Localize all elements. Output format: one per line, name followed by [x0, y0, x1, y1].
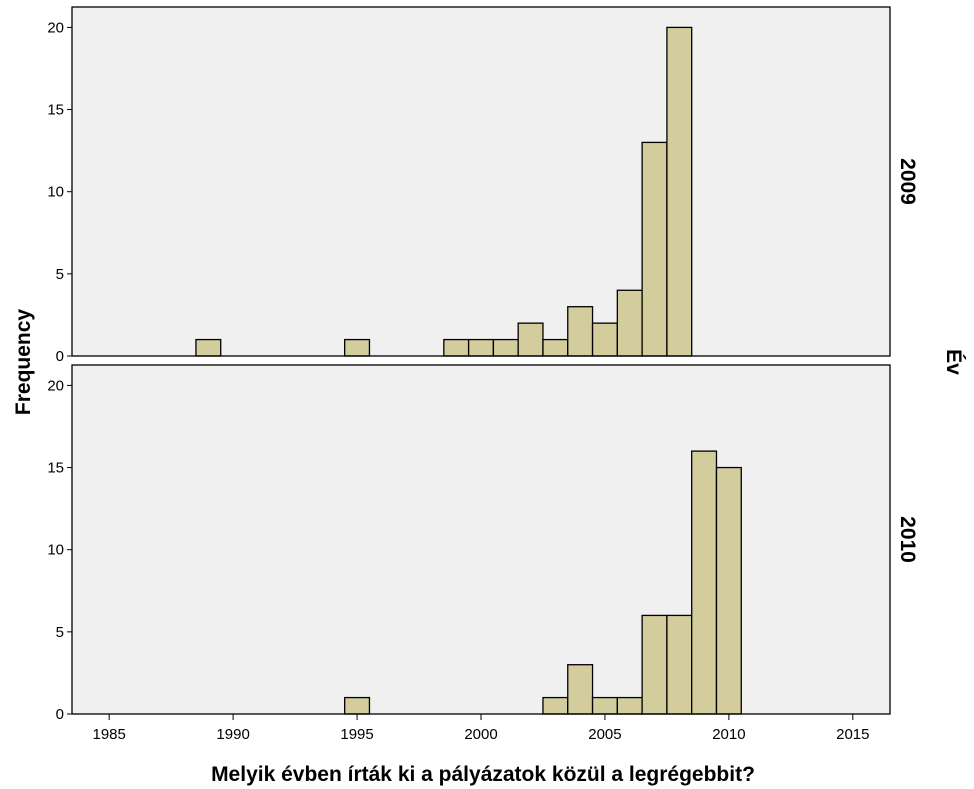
- x-tick-label: 1990: [216, 726, 249, 743]
- histogram-bar: [666, 614, 693, 715]
- x-tick-label: 2005: [588, 726, 621, 743]
- histogram-bar: [517, 322, 544, 357]
- x-tick-label: 2010: [712, 726, 745, 743]
- panel-frame: [71, 6, 891, 357]
- x-tick-label: 2015: [836, 726, 869, 743]
- y-tick-label: 15: [47, 460, 64, 477]
- histogram-bar: [542, 338, 569, 357]
- histogram-bar: [616, 289, 643, 357]
- facet-variable-title: Év: [942, 349, 965, 375]
- histogram-bar: [567, 306, 594, 357]
- histogram-bar: [641, 614, 668, 715]
- histogram-bar: [641, 141, 668, 357]
- histogram-bar: [616, 696, 643, 715]
- y-tick-label: 0: [56, 348, 64, 365]
- histogram-bar: [467, 338, 495, 357]
- y-tick-label: 5: [56, 624, 64, 641]
- histogram-bar: [344, 338, 371, 357]
- x-tick-label: 1995: [340, 726, 373, 743]
- y-tick-label: 20: [47, 377, 64, 394]
- y-tick-label: 10: [47, 184, 64, 201]
- x-tick-label: 1985: [92, 726, 125, 743]
- panel-2010: 0 5 10 15 20 2010: [47, 364, 919, 723]
- panel-background: [72, 365, 890, 714]
- panels-layer: 0 5 10 15 20 2009 0 5 10 15 20 2010: [47, 6, 919, 723]
- histogram-bar: [591, 696, 618, 715]
- histogram-bar: [666, 26, 693, 357]
- y-tick-label: 5: [56, 266, 64, 283]
- y-tick-label: 10: [47, 542, 64, 559]
- y-tick-label: 15: [47, 102, 64, 119]
- histogram-bar: [195, 338, 222, 357]
- histogram-bar: [567, 664, 594, 715]
- histogram-bar: [691, 450, 718, 715]
- facet-label-2010: 2010: [896, 516, 919, 563]
- panel-2009: 0 5 10 15 20 2009: [47, 6, 919, 365]
- histogram-bar: [542, 696, 569, 715]
- histogram-bar: [591, 322, 618, 357]
- x-axis: 1985 1990 1995 2000 2005 2010 2015: [92, 714, 870, 743]
- histogram-bar: [344, 696, 371, 715]
- x-axis-title: Melyik évben írták ki a pályázatok közül…: [211, 763, 755, 786]
- facet-label-2009: 2009: [896, 158, 919, 205]
- histogram-bar: [492, 338, 519, 357]
- y-axis-title: Frequency: [12, 309, 35, 416]
- y-tick-label: 20: [47, 19, 64, 36]
- histogram-bar: [715, 466, 742, 715]
- histogram-bar: [443, 338, 470, 357]
- panel-background: [72, 7, 890, 356]
- x-tick-label: 2000: [464, 726, 497, 743]
- y-tick-label: 0: [56, 706, 64, 723]
